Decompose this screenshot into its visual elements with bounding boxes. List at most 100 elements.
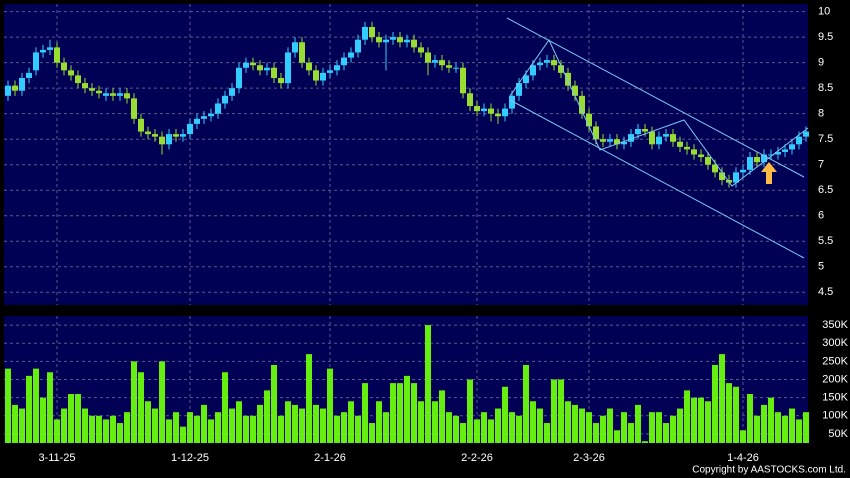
candle-body xyxy=(131,98,137,119)
volume-bar xyxy=(719,354,725,443)
candle-body xyxy=(250,62,256,66)
volume-bar xyxy=(355,415,361,443)
candle-body xyxy=(5,85,11,96)
candle-body xyxy=(26,72,32,78)
channel-line xyxy=(509,99,805,259)
candle-body xyxy=(12,85,18,91)
candle-body xyxy=(257,65,263,71)
volume-bar xyxy=(698,397,704,443)
volume-bar xyxy=(327,368,333,443)
candle-body xyxy=(698,154,704,158)
volume-bar xyxy=(271,364,277,443)
volume-bar xyxy=(579,408,585,443)
candle-body xyxy=(495,113,501,117)
y-tick-label: 5.5 xyxy=(818,235,833,247)
candle-body xyxy=(47,47,53,50)
y2-tick-label: 50K xyxy=(828,428,848,440)
candle-body xyxy=(215,103,221,114)
volume-bar xyxy=(236,401,242,443)
candle-body xyxy=(187,123,193,135)
candle-body xyxy=(523,75,529,84)
candle-body xyxy=(376,37,382,43)
candle-body xyxy=(236,67,242,89)
zigzag-line xyxy=(509,38,809,187)
y-tick-label: 7.5 xyxy=(818,133,833,145)
candle-body xyxy=(159,136,165,145)
candle-body xyxy=(264,67,270,71)
y-tick-label: 9.5 xyxy=(818,31,833,43)
volume-bar xyxy=(747,394,753,443)
candle-body xyxy=(572,85,578,96)
x-tick-label: 2-1-26 xyxy=(314,452,346,464)
candle-body xyxy=(691,149,697,155)
candle-body xyxy=(481,108,487,112)
volume-bar xyxy=(369,423,375,443)
candle-body xyxy=(201,116,207,119)
y2-tick-label: 300K xyxy=(822,337,848,349)
price-panel xyxy=(4,4,808,305)
volume-bar xyxy=(299,408,305,443)
volume-bar xyxy=(278,415,284,443)
candle-body xyxy=(299,42,305,63)
candle-body xyxy=(551,60,557,66)
candle-body xyxy=(271,67,277,78)
volume-bar xyxy=(670,415,676,443)
candle-body xyxy=(509,95,515,109)
candle-body xyxy=(61,62,67,71)
y-tick-label: 7 xyxy=(818,159,824,171)
volume-bar xyxy=(257,404,263,443)
candle-body xyxy=(439,60,445,66)
volume-bar xyxy=(404,375,410,443)
candle-body xyxy=(355,39,361,53)
volume-bar xyxy=(418,401,424,443)
volume-bar xyxy=(586,412,592,443)
volume-bar xyxy=(229,408,235,443)
candle-body xyxy=(684,146,690,150)
volume-bar xyxy=(495,408,501,443)
candle-body xyxy=(537,62,543,66)
volume-bar xyxy=(607,408,613,443)
y2-tick-label: 200K xyxy=(822,373,848,385)
candle-body xyxy=(75,75,81,84)
volume-bar xyxy=(12,404,18,443)
volume-bar xyxy=(250,415,256,443)
volume-bar xyxy=(173,412,179,443)
volume-bar xyxy=(635,404,641,443)
candle-body xyxy=(586,113,592,127)
candle-body xyxy=(614,139,620,145)
volume-bar xyxy=(677,408,683,443)
candle-body xyxy=(285,52,291,84)
candle-body xyxy=(166,134,172,145)
y2-tick-label: 100K xyxy=(822,410,848,422)
volume-bar xyxy=(26,375,32,443)
candle-body xyxy=(642,128,648,132)
volume-bar xyxy=(481,412,487,443)
candle-body xyxy=(453,67,459,69)
volume-bar xyxy=(803,412,809,443)
volume-bar xyxy=(5,368,11,443)
marks xyxy=(5,21,809,443)
volume-bar xyxy=(390,383,396,443)
volume-bar xyxy=(194,415,200,443)
candle-body xyxy=(740,169,746,173)
volume-bar xyxy=(68,394,74,443)
candle-body xyxy=(138,118,144,132)
candle-body xyxy=(194,118,200,124)
volume-bar xyxy=(348,401,354,443)
volume-bar xyxy=(530,401,536,443)
volume-bar xyxy=(691,397,697,443)
volume-bar xyxy=(733,386,739,443)
candle-body xyxy=(803,131,809,137)
channel-line xyxy=(506,17,805,178)
candle-body xyxy=(670,134,676,142)
candle-body xyxy=(404,39,410,43)
y-tick-label: 5 xyxy=(818,261,824,273)
candle-body xyxy=(621,141,627,145)
candle-body xyxy=(733,172,739,183)
candle-body xyxy=(117,93,123,96)
candle-body xyxy=(775,151,781,155)
volume-bar xyxy=(600,415,606,443)
candle-body xyxy=(446,65,452,68)
volume-bar xyxy=(509,412,515,443)
volume-bar xyxy=(649,412,655,443)
